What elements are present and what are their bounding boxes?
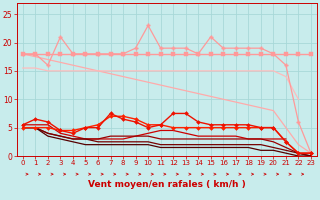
X-axis label: Vent moyen/en rafales ( km/h ): Vent moyen/en rafales ( km/h ): [88, 180, 246, 189]
